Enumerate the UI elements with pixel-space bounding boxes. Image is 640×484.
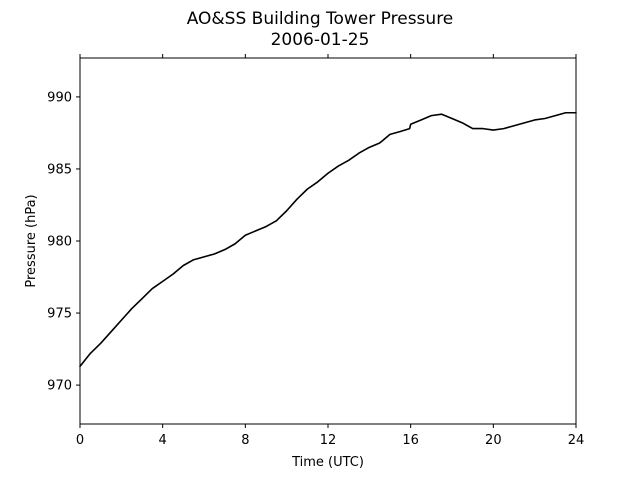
x-tick-label: 12: [320, 433, 337, 448]
chart-title: AO&SS Building Tower Pressure: [187, 9, 454, 29]
x-axis-ticks: 0 4 8 12 16 20 24: [76, 54, 584, 448]
x-axis-label: Time (UTC): [291, 455, 364, 470]
y-axis-label: Pressure (hPa): [24, 194, 39, 287]
y-tick-label: 975: [47, 307, 72, 322]
y-tick-label: 980: [47, 235, 72, 250]
y-tick-label: 970: [47, 379, 72, 394]
plot-frame: [79, 57, 577, 425]
x-tick-label: 24: [568, 433, 585, 448]
y-tick-label: 985: [47, 162, 72, 177]
x-tick-label: 0: [76, 433, 84, 448]
x-tick-label: 8: [241, 433, 249, 448]
x-tick-label: 4: [159, 433, 167, 448]
y-tick-label: 990: [47, 90, 72, 105]
pressure-series-line: [79, 111, 577, 368]
y-axis-ticks: 970 975 980 985 990: [47, 90, 80, 394]
chart-subtitle: 2006-01-25: [271, 30, 370, 50]
plot-area: 0 4 8 12 16 20 24 970 975 980 985 990: [47, 54, 584, 448]
x-tick-label: 20: [485, 433, 502, 448]
x-tick-label: 16: [402, 433, 419, 448]
